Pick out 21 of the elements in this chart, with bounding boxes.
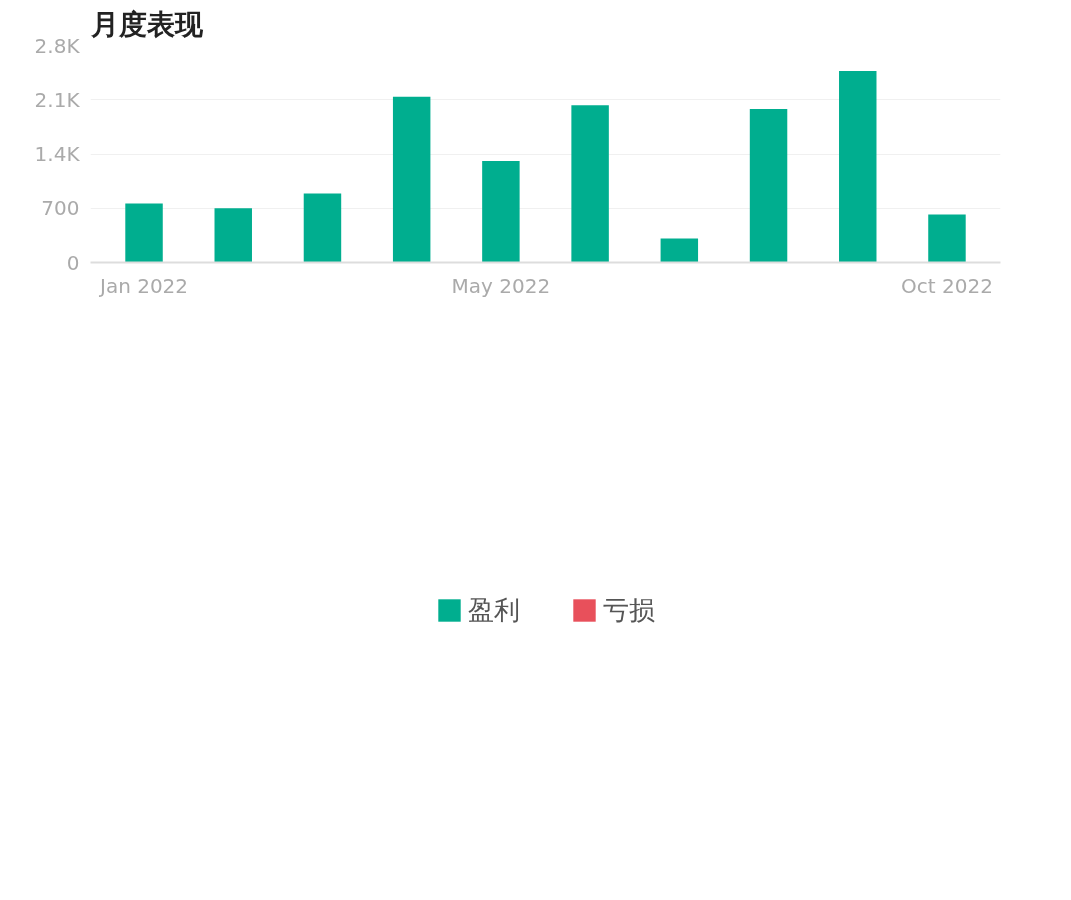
legend-label: 盈利 bbox=[468, 593, 520, 627]
y-tick-label: 700 bbox=[41, 196, 80, 221]
x-tick-label: May 2022 bbox=[451, 273, 551, 298]
bar bbox=[392, 96, 431, 263]
bar bbox=[482, 160, 520, 263]
bar bbox=[749, 109, 788, 263]
bar bbox=[571, 105, 609, 263]
bar bbox=[214, 208, 252, 263]
y-tick-label: 0 bbox=[66, 250, 80, 275]
bar bbox=[125, 203, 163, 263]
chart-title: 月度表现 bbox=[89, 7, 204, 41]
y-tick-label: 2.1K bbox=[34, 87, 81, 112]
y-tick-label: 2.8K bbox=[34, 33, 81, 58]
x-tick-label: Oct 2022 bbox=[901, 273, 993, 298]
y-tick-label: 1.4K bbox=[34, 142, 81, 166]
bar bbox=[660, 238, 699, 263]
bar bbox=[839, 71, 877, 263]
bar bbox=[303, 193, 342, 263]
legend-label: 亏损 bbox=[603, 593, 655, 627]
bar bbox=[928, 214, 966, 263]
x-tick-label: Jan 2022 bbox=[97, 273, 189, 298]
